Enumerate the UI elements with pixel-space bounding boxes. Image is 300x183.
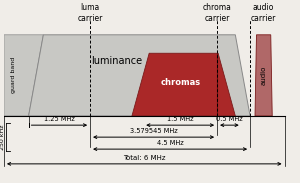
Text: 1.5 MHz: 1.5 MHz bbox=[167, 116, 194, 122]
Text: 3.579545 MHz: 3.579545 MHz bbox=[130, 128, 178, 134]
Text: 4.5 MHz: 4.5 MHz bbox=[157, 140, 184, 146]
Text: chroma
carrier: chroma carrier bbox=[202, 3, 232, 23]
Text: audio
carrier: audio carrier bbox=[251, 3, 276, 23]
Polygon shape bbox=[132, 53, 235, 116]
Text: 250 kHz: 250 kHz bbox=[1, 124, 5, 150]
Text: Total: 6 MHz: Total: 6 MHz bbox=[123, 155, 166, 161]
Text: 0.5 MHz: 0.5 MHz bbox=[216, 116, 243, 122]
Text: luma
carrier: luma carrier bbox=[77, 3, 103, 23]
Text: guard band: guard band bbox=[11, 57, 16, 94]
Polygon shape bbox=[255, 35, 272, 116]
Text: luminance: luminance bbox=[92, 56, 143, 66]
Polygon shape bbox=[4, 35, 43, 116]
Text: 1.25 MHz: 1.25 MHz bbox=[44, 116, 75, 122]
Text: audio: audio bbox=[260, 66, 266, 85]
Polygon shape bbox=[28, 35, 250, 116]
Text: chromas: chromas bbox=[161, 78, 201, 87]
